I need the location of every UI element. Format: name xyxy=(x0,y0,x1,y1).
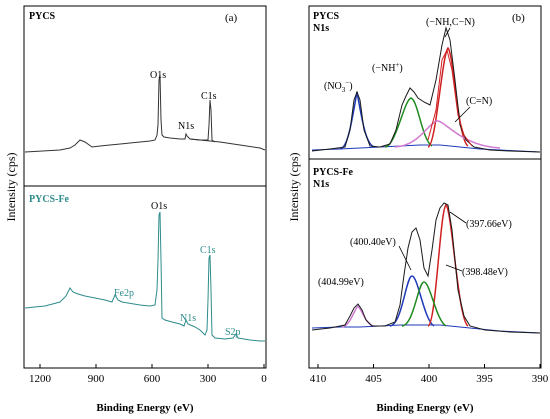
panel-b-bottom-envelope xyxy=(311,202,541,334)
x-tick-label: 410 xyxy=(310,373,327,385)
panel-b-top-leader-cn xyxy=(444,27,451,38)
panel-a-frame xyxy=(23,5,267,369)
panel-a-bottom-peak-label: C1s xyxy=(200,245,216,256)
x-tick-label: 395 xyxy=(476,373,493,385)
x-tick-label: 300 xyxy=(200,373,217,385)
panel-b-bottom-leader-400 xyxy=(398,245,412,271)
panel-b-bottom-label: (404.99eV) xyxy=(318,277,364,288)
panel-b-bottom-component-nh-plus xyxy=(389,275,435,327)
y-axis-label: Intensity (cps) xyxy=(287,153,301,222)
y-axis-label: Intensity (cps) xyxy=(4,153,18,222)
x-tick-label: 405 xyxy=(365,373,382,385)
panel-a-top-peak-label: C1s xyxy=(201,91,217,102)
x-tick-label: 400 xyxy=(421,373,438,385)
panel-a-x-axis: 1200 900 600 300 0 xyxy=(29,364,267,385)
panel-b-top-name: PYCS xyxy=(313,11,340,22)
panel-a-label: (a) xyxy=(225,12,238,24)
panel-b-bottom-name: PYCS-Fe xyxy=(313,167,354,178)
panel-a-bottom-peak-label: S2p xyxy=(225,327,241,338)
panel-b-top-component-cn xyxy=(427,46,469,148)
x-tick-label: 900 xyxy=(88,373,105,385)
panel-b-bottom-label: (400.40eV) xyxy=(350,237,396,248)
x-tick-label: 0 xyxy=(261,373,267,385)
panel-a-bottom-peak-label: N1s xyxy=(180,313,196,324)
panel-b-top-component-no3 xyxy=(339,91,376,150)
x-tick-label: 390 xyxy=(532,373,549,385)
panel-b-bottom-component-c-n xyxy=(401,281,447,327)
panel-a-x-axis-label: Binding Energy (eV) xyxy=(96,402,194,414)
panel-b: (b) PYCS N1s (NO3−) (−NH+) (−NH,C−N) (C=… xyxy=(287,5,549,414)
panel-a-top-peak-label: N1s xyxy=(178,121,194,132)
panel-b-bottom-leader-398 xyxy=(445,264,463,272)
panel-b-label: (b) xyxy=(512,12,525,24)
panel-a-top-spectrum xyxy=(24,74,266,153)
panel-a-bottom-peak-label: O1s xyxy=(151,201,167,212)
panel-b-top-label-c-n: (C=N) xyxy=(466,96,492,107)
panel-a: (a) PYCS O1s N1s C1s PYCS-Fe O1s Fe2p N1… xyxy=(4,5,267,414)
panel-b-top-label-no3: (NO3−) xyxy=(324,79,353,94)
panel-b-top-label-cn: (−NH,C−N) xyxy=(426,17,475,28)
panel-b-top-leader-c-n xyxy=(454,106,471,123)
panel-b-bottom-label: (398.48eV) xyxy=(462,267,508,278)
panel-b-top-subtitle: N1s xyxy=(313,23,329,34)
panel-b-top-envelope xyxy=(311,26,541,153)
panel-a-top-peak-label: O1s xyxy=(150,70,166,81)
panel-a-top-c1s-peak xyxy=(189,99,216,143)
x-tick-label: 600 xyxy=(144,373,161,385)
panel-b-bottom-leader-397 xyxy=(449,211,467,224)
panel-a-bottom-series-label: PYCS-Fe xyxy=(29,194,70,205)
x-tick-label: 1200 xyxy=(29,373,52,385)
panel-b-top-component-c-n xyxy=(394,120,501,149)
panel-b-x-axis: 410 405 400 395 390 xyxy=(310,364,549,385)
panel-b-x-axis-label: Binding Energy (eV) xyxy=(376,402,474,414)
panel-b-bottom-subtitle: N1s xyxy=(313,179,329,190)
panel-b-frame xyxy=(308,5,542,369)
panel-b-bottom-label: (397.66eV) xyxy=(466,219,512,230)
panel-a-bottom-spectrum xyxy=(24,211,265,342)
panel-b-top-label-nh-plus: (−NH+) xyxy=(372,61,403,74)
panel-a-bottom-peak-label: Fe2p xyxy=(114,288,134,299)
panel-a-top-series-label: PYCS xyxy=(29,11,56,22)
panel-b-top-fit-envelope xyxy=(427,48,473,147)
